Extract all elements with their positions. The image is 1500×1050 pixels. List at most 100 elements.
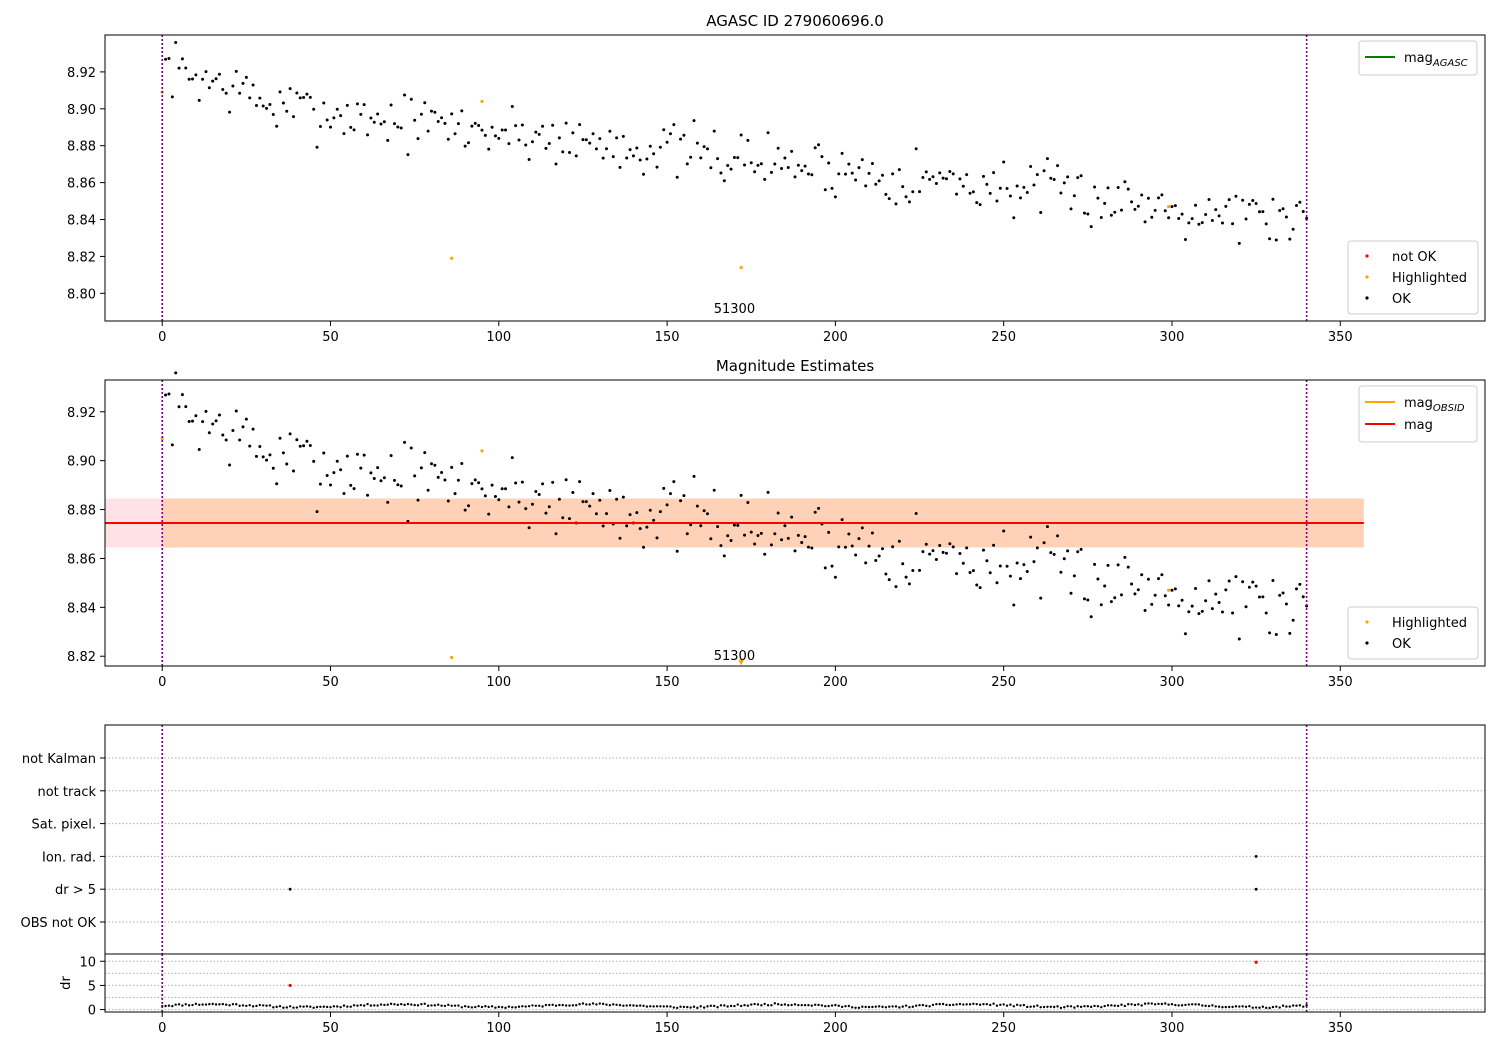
dr-point [208,1003,211,1006]
dr-point [531,1004,534,1007]
ok-point [806,172,810,176]
ok-point [429,109,433,113]
ok-point [578,123,582,127]
ok-point [847,532,851,536]
x-tick-label: 0 [158,675,166,690]
dr-point [635,1004,639,1008]
ok-point [1268,631,1272,635]
dr-point [968,1003,972,1006]
dr-point [713,1004,716,1008]
ok-point [443,478,447,482]
ok-point [642,172,646,176]
ok-point [699,156,703,160]
x-tick-label: 200 [823,330,848,345]
dr-point [1194,1003,1197,1006]
ok-point [194,414,198,418]
dr-point [776,1003,780,1006]
ok-point [530,140,534,144]
dr-point [511,1006,514,1009]
legend-label-mag_OBSID: magOBSID [1404,396,1465,414]
ok-point [806,545,810,549]
dr-point [251,1005,255,1008]
dr-point [1227,1005,1231,1009]
dr-point [1204,1004,1207,1008]
dr-point [1052,1005,1056,1009]
dr-point [766,1004,770,1007]
dr-point [1113,1004,1116,1007]
dr-point [655,1005,659,1008]
y-tick-label: 10 [79,955,96,970]
ok-point [1183,632,1187,636]
ok-point [1173,204,1177,208]
ok-point [429,462,433,466]
ok-point [1086,212,1090,216]
ok-point [1187,610,1191,614]
y-tick-label: 8.92 [67,66,96,81]
ok-point [1163,209,1167,213]
legend-label-Highlighted: Highlighted [1392,271,1467,286]
ok-point [258,444,262,448]
dr-point [352,1004,356,1007]
ok-point [840,151,844,155]
ok-point [702,509,706,513]
dr-point [255,1004,258,1008]
ok-point [854,553,858,557]
dr-point [1167,1003,1170,1006]
ok-point [709,166,713,170]
ok-point [204,409,208,413]
ok-point [793,549,797,553]
ok-point [722,554,726,558]
dr-point [642,1004,645,1007]
ok-point [382,476,386,480]
ok-point [870,161,874,165]
dr-point [955,1003,958,1006]
legend-marker-OK [1365,641,1369,645]
ok-point [362,103,366,107]
agasc-annotation: 51300 [714,302,755,317]
ok-point [1288,631,1292,635]
dr-point [729,1004,733,1008]
dr-point [581,1002,585,1005]
ok-point [975,201,979,205]
ok-point [978,586,982,590]
ok-point [931,549,935,553]
ok-point [618,536,622,540]
ok-point [234,69,238,73]
dr-point [1197,1003,1201,1006]
y-tick-label: 5 [88,979,96,994]
ok-point [547,505,551,509]
ok-point [366,493,370,497]
dr-point [1019,1004,1022,1007]
dr-point [699,1005,702,1008]
ok-point [530,502,534,506]
ok-point [1257,595,1261,599]
dr-point [356,1004,359,1007]
ok-point [571,131,575,135]
highlighted-point [1167,588,1171,592]
ok-point [1234,194,1238,198]
dr-point [487,1005,490,1009]
ok-point [490,483,494,487]
ok-point [860,158,864,162]
highlighted-points [160,90,1171,270]
dr-point [645,1005,649,1008]
dr-point [921,1003,925,1007]
ok-point [998,186,1002,190]
ok-point [500,487,504,491]
dr-point [985,1002,989,1006]
ok-point [817,506,821,510]
highlighted-point [480,449,484,453]
dr-point [204,1003,208,1006]
legend-marker-not-OK [1365,254,1369,258]
x-tick-label: 150 [655,675,680,690]
ok-point [732,155,736,159]
ok-point [359,466,363,470]
ok-point [628,513,632,517]
ok-point [699,524,703,528]
ok-point [830,564,834,568]
ok-point [551,123,555,127]
dr-point [1076,1005,1079,1008]
ok-point [709,537,713,541]
ok-point [426,488,430,492]
dr-point [285,1006,288,1009]
